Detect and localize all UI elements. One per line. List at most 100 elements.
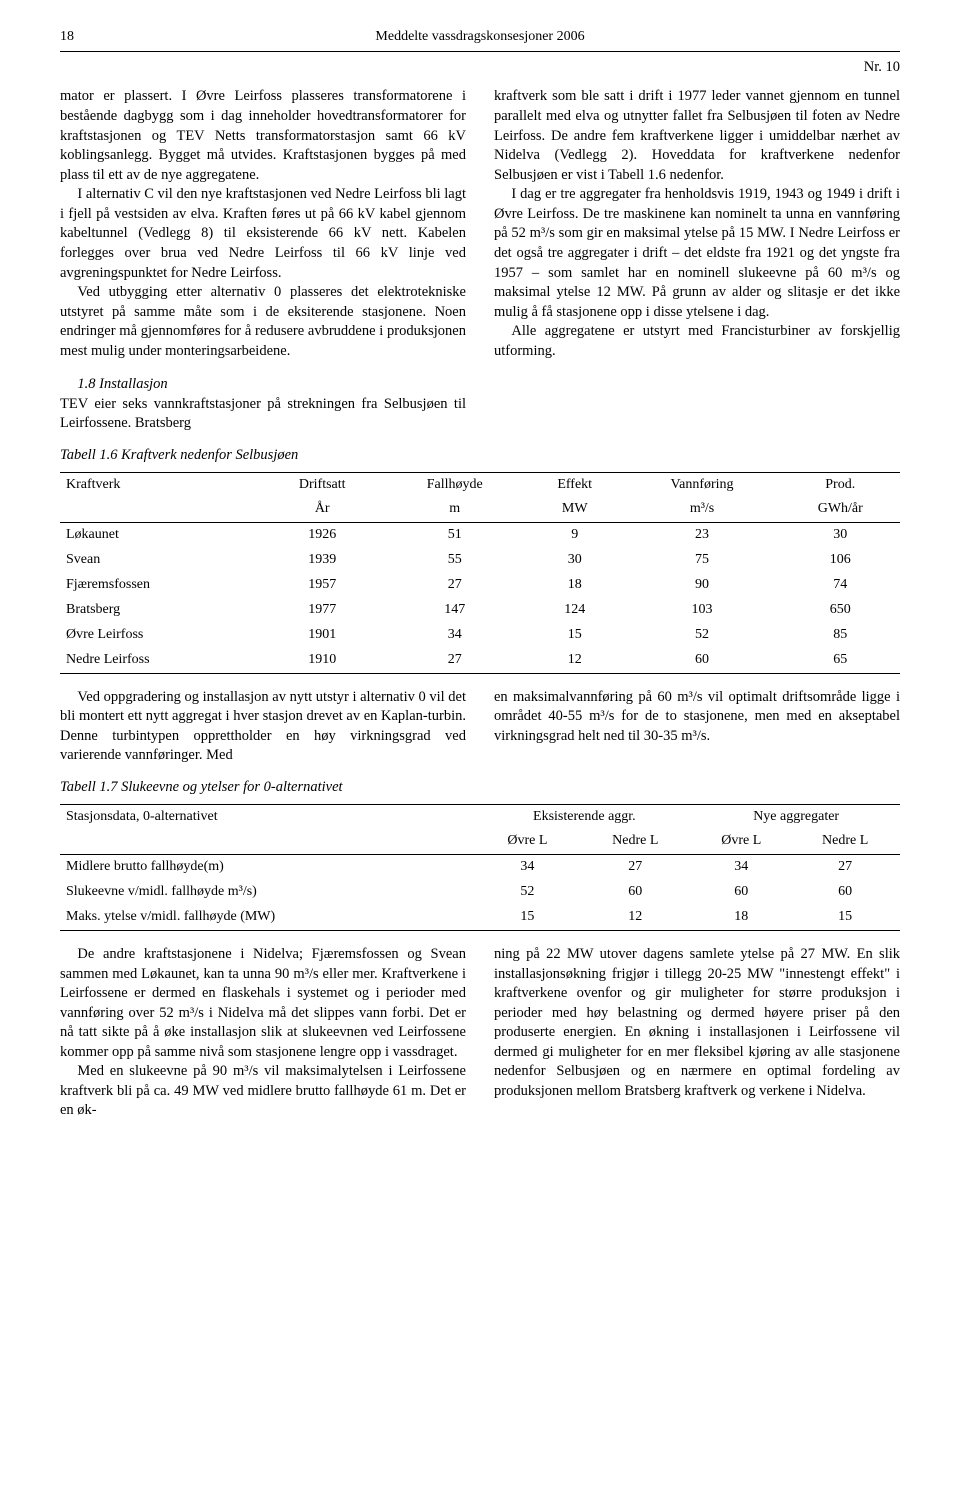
td: Maks. ytelse v/midl. fallhøyde (MW) [60, 905, 476, 930]
td: Bratsberg [60, 598, 261, 623]
td: 9 [526, 523, 624, 548]
th: Prod. [781, 472, 901, 497]
td: 15 [476, 905, 578, 930]
td: 1939 [261, 548, 384, 573]
td: 30 [781, 523, 901, 548]
doc-title: Meddelte vassdragskonsesjoner 2006 [100, 28, 860, 47]
th: Nedre L [790, 829, 900, 854]
bot-right-column: ning på 22 MW utover dagens samlete ytel… [494, 945, 900, 1121]
th: m [384, 497, 526, 522]
td: 23 [624, 523, 781, 548]
td: 60 [692, 880, 790, 905]
td: 85 [781, 623, 901, 648]
td: 65 [781, 648, 901, 673]
td: Løkaunet [60, 523, 261, 548]
td: 18 [692, 905, 790, 930]
td: 30 [526, 548, 624, 573]
bottom-columns: De andre kraftstasjonene i Nidelva; Fjær… [60, 945, 900, 1121]
td: 650 [781, 598, 901, 623]
td: 27 [578, 855, 692, 880]
th: Vannføring [624, 472, 781, 497]
para: De andre kraftstasjonene i Nidelva; Fjær… [60, 945, 466, 1062]
td: 27 [790, 855, 900, 880]
table-row: Bratsberg1977147124103650 [60, 598, 900, 623]
para: ning på 22 MW utover dagens samlete ytel… [494, 945, 900, 1102]
th: m³/s [624, 497, 781, 522]
td: Øvre Leirfoss [60, 623, 261, 648]
td: 15 [790, 905, 900, 930]
td: 1977 [261, 598, 384, 623]
para: kraftverk som ble satt i drift i 1977 le… [494, 87, 900, 185]
td: 52 [476, 880, 578, 905]
th: Eksisterende aggr. [476, 804, 692, 829]
table16: Kraftverk Driftsatt Fallhøyde Effekt Van… [60, 472, 900, 674]
td: 1901 [261, 623, 384, 648]
para: Med en slukeevne på 90 m³/s vil maksimal… [60, 1062, 466, 1121]
td: 103 [624, 598, 781, 623]
th: Øvre L [476, 829, 578, 854]
td: 34 [692, 855, 790, 880]
doc-nr: Nr. 10 [60, 58, 900, 78]
mid-right-column: en maksimalvannføring på 60 m³/s vil opt… [494, 688, 900, 766]
td: 51 [384, 523, 526, 548]
bot-left-column: De andre kraftstasjonene i Nidelva; Fjær… [60, 945, 466, 1121]
td: Nedre Leirfoss [60, 648, 261, 673]
td: 55 [384, 548, 526, 573]
table-row: Maks. ytelse v/midl. fallhøyde (MW)15121… [60, 905, 900, 930]
para: Alle aggregatene er utstyrt med Francist… [494, 322, 900, 361]
para: Ved oppgradering og installasjon av nytt… [60, 688, 466, 766]
th: Driftsatt [261, 472, 384, 497]
td: 1910 [261, 648, 384, 673]
td: 15 [526, 623, 624, 648]
td: 12 [578, 905, 692, 930]
table-row: Slukeevne v/midl. fallhøyde m³/s)5260606… [60, 880, 900, 905]
th: Stasjonsdata, 0-alternativet [60, 804, 476, 855]
para: Ved utbygging etter alternativ 0 plasser… [60, 283, 466, 361]
table-row: Fjæremsfossen195727189074 [60, 573, 900, 598]
th: Nye aggregater [692, 804, 900, 829]
section-head: 1.8 Installasjon [60, 375, 466, 395]
mid-columns: Ved oppgradering og installasjon av nytt… [60, 688, 900, 766]
th: Effekt [526, 472, 624, 497]
td: 1957 [261, 573, 384, 598]
para: I dag er tre aggregater fra henholdsvis … [494, 185, 900, 322]
table-row: Nedre Leirfoss191027126065 [60, 648, 900, 673]
table17-caption: Tabell 1.7 Slukeevne og ytelser for 0-al… [60, 778, 900, 798]
right-column: kraftverk som ble satt i drift i 1977 le… [494, 87, 900, 434]
td: 106 [781, 548, 901, 573]
td: 27 [384, 648, 526, 673]
td: 60 [790, 880, 900, 905]
mid-left-column: Ved oppgradering og installasjon av nytt… [60, 688, 466, 766]
header-rule [60, 51, 900, 52]
th: Nedre L [578, 829, 692, 854]
td: 34 [384, 623, 526, 648]
td: 52 [624, 623, 781, 648]
td: 60 [578, 880, 692, 905]
td: 147 [384, 598, 526, 623]
td: Midlere brutto fallhøyde(m) [60, 855, 476, 880]
td: Slukeevne v/midl. fallhøyde m³/s) [60, 880, 476, 905]
para: TEV eier seks vannkraftstasjoner på stre… [60, 395, 466, 434]
th: År [261, 497, 384, 522]
th: Fallhøyde [384, 472, 526, 497]
td: 60 [624, 648, 781, 673]
td: 27 [384, 573, 526, 598]
td: 34 [476, 855, 578, 880]
para: mator er plassert. I Øvre Leirfoss plass… [60, 87, 466, 185]
td: 74 [781, 573, 901, 598]
th: GWh/år [781, 497, 901, 522]
td: 1926 [261, 523, 384, 548]
td: 18 [526, 573, 624, 598]
table17: Stasjonsdata, 0-alternativet Eksisterend… [60, 804, 900, 931]
td: 90 [624, 573, 781, 598]
td: 124 [526, 598, 624, 623]
table-row: Midlere brutto fallhøyde(m)34273427 [60, 855, 900, 880]
para: I alternativ C vil den nye kraftstasjone… [60, 185, 466, 283]
page-header: 18 Meddelte vassdragskonsesjoner 2006 [60, 28, 900, 47]
table-row: Øvre Leirfoss190134155285 [60, 623, 900, 648]
td: Svean [60, 548, 261, 573]
td: 12 [526, 648, 624, 673]
table-row: Svean1939553075106 [60, 548, 900, 573]
left-column: mator er plassert. I Øvre Leirfoss plass… [60, 87, 466, 434]
page-number: 18 [60, 28, 100, 47]
